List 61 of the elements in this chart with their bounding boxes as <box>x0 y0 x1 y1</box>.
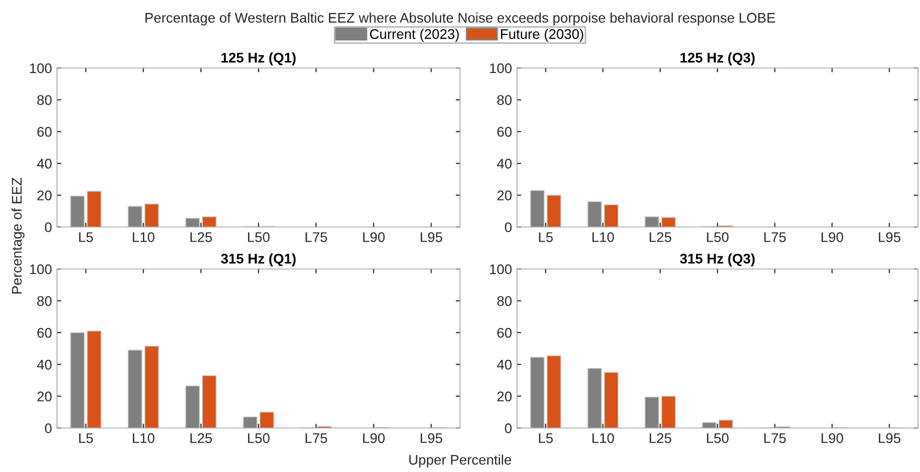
y-tick-label: 0 <box>44 423 52 434</box>
x-tick-label: L50 <box>707 232 729 242</box>
chart-title: 125 Hz (Q1) <box>222 52 296 66</box>
y-tick-label: 60 <box>37 328 52 338</box>
x-tick-label: L95 <box>878 232 900 242</box>
y-tick-label: 40 <box>497 158 512 169</box>
y-tick-label: 100 <box>30 63 52 74</box>
x-tick-label: L90 <box>822 433 844 444</box>
chart-title: 315 Hz (Q3) <box>680 253 755 266</box>
x-tick-label: L50 <box>248 232 270 242</box>
y-tick-label: 20 <box>497 392 512 402</box>
y-tick-label: 80 <box>37 95 52 105</box>
x-tick-label: L25 <box>190 232 212 242</box>
y-tick-label: 40 <box>497 360 512 370</box>
y-tick-label: 60 <box>497 126 512 137</box>
y-tick-label: 20 <box>497 190 512 200</box>
x-tick-label: L95 <box>420 433 442 444</box>
y-tick-label: 0 <box>504 222 512 232</box>
legend-label: Future (2030) <box>501 28 584 42</box>
x-tick-label: L90 <box>363 433 385 444</box>
y-tick-label: 60 <box>497 328 512 338</box>
chart-title: 125 Hz (Q3) <box>680 52 755 66</box>
x-tick-label: L95 <box>878 433 900 444</box>
y-tick-label: 100 <box>490 63 512 74</box>
y-tick-label: 80 <box>37 296 52 306</box>
x-tick-label: L10 <box>132 232 154 242</box>
x-tick-label: L75 <box>306 232 328 242</box>
y-tick-label: 80 <box>497 95 512 105</box>
y-tick-label: 60 <box>37 126 52 137</box>
y-tick-label: 0 <box>504 423 512 434</box>
x-tick-label: L10 <box>592 232 614 242</box>
chart-title: 315 Hz (Q1) <box>221 253 296 266</box>
x-tick-label: L10 <box>592 433 614 444</box>
y-tick-label: 20 <box>37 190 52 200</box>
y-axis-title: Percentage of EEZ <box>12 178 24 294</box>
y-tick-label: 20 <box>37 392 52 402</box>
y-tick-label: 40 <box>37 158 52 169</box>
x-axis-title: Upper Percentile <box>409 454 512 468</box>
y-tick-label: 100 <box>30 264 52 274</box>
x-tick-label: L50 <box>707 433 729 444</box>
text: Percentage of Western Baltic EEZ where Absolute Noise exceeds porpoise behavioral response LOBE <box>146 12 776 26</box>
y-tick-label: 80 <box>497 296 512 306</box>
x-tick-label: L90 <box>363 232 385 242</box>
x-tick-label: L25 <box>650 232 672 242</box>
x-tick-label: L5 <box>539 433 553 444</box>
x-tick-label: L75 <box>306 433 328 444</box>
x-tick-label: L25 <box>190 433 212 444</box>
x-tick-label: L5 <box>79 232 93 242</box>
x-tick-label: L10 <box>132 433 154 444</box>
x-tick-label: L50 <box>248 433 270 444</box>
x-tick-label: L90 <box>822 232 844 242</box>
x-tick-label: L5 <box>79 433 93 444</box>
x-tick-label: L25 <box>650 433 672 444</box>
y-tick-label: 40 <box>37 360 52 370</box>
x-tick-label: L95 <box>420 232 442 242</box>
x-tick-label: L75 <box>764 433 786 444</box>
x-tick-label: L75 <box>764 232 786 242</box>
y-tick-label: 0 <box>44 222 52 232</box>
legend-label: Current (2023) <box>370 28 459 42</box>
x-tick-label: L5 <box>539 232 553 242</box>
y-tick-label: 100 <box>490 264 512 274</box>
